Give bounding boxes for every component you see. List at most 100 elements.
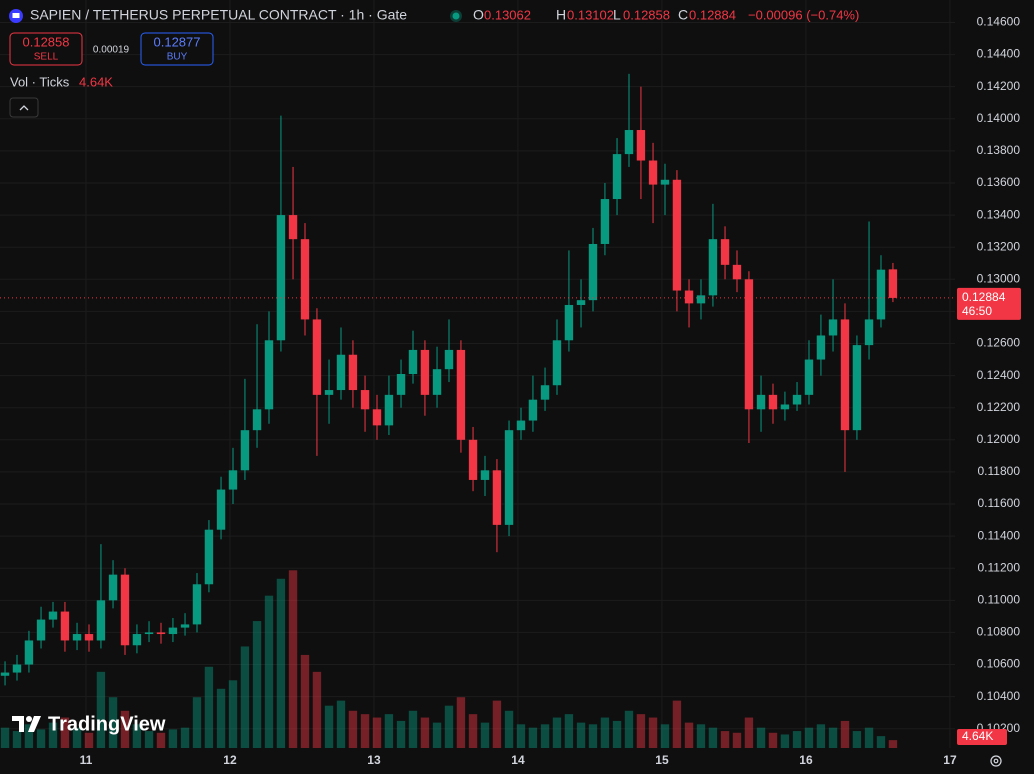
candle-body xyxy=(540,385,550,400)
candles xyxy=(0,73,898,686)
candle-body xyxy=(300,239,310,320)
settings-gear[interactable] xyxy=(990,755,1002,767)
volume-bar xyxy=(60,717,70,748)
candle-body xyxy=(420,349,430,395)
volume-bar xyxy=(684,722,694,748)
buy-button[interactable]: 0.12877 BUY xyxy=(140,32,214,66)
candle-body xyxy=(12,664,22,673)
candle-body xyxy=(888,269,898,298)
candle-body xyxy=(672,179,682,291)
volume-bar xyxy=(120,710,130,748)
volume-bar xyxy=(852,731,862,748)
candle-body xyxy=(660,179,670,185)
volume-bar xyxy=(624,710,634,748)
candle-body xyxy=(804,359,814,395)
volume-bar xyxy=(552,717,562,748)
candle-body xyxy=(36,619,46,641)
candle-body xyxy=(816,335,826,360)
y-tick-label: 0.12000 xyxy=(977,432,1021,446)
y-tick-label: 0.11400 xyxy=(978,528,1021,542)
volume-bar xyxy=(804,727,814,748)
candle-body xyxy=(840,319,850,431)
candle-body xyxy=(264,340,274,410)
ohlc-letter: L xyxy=(613,7,621,23)
y-tick-label: 0.14400 xyxy=(977,47,1021,61)
collapse-button[interactable] xyxy=(9,97,39,118)
volume-bar xyxy=(468,714,478,748)
candle-body xyxy=(84,634,94,641)
candle-body xyxy=(528,399,538,421)
volume-bar xyxy=(12,731,22,748)
buy-label[interactable]: BUY xyxy=(167,52,188,63)
logo: TradingView xyxy=(12,713,166,735)
volume-tag-value: 4.64K xyxy=(962,729,993,743)
volume-bar xyxy=(504,710,514,748)
candle-body xyxy=(216,489,226,530)
candle-body xyxy=(384,394,394,426)
buy-box[interactable] xyxy=(140,32,214,66)
candle-body xyxy=(588,243,598,301)
volume-bar xyxy=(108,697,118,748)
volume-bar xyxy=(36,729,46,748)
volume-bar xyxy=(24,724,34,748)
volume-bar xyxy=(672,700,682,748)
candle-body xyxy=(120,574,130,646)
candle-body xyxy=(756,394,766,410)
candle-body xyxy=(504,430,514,525)
collapse-box[interactable] xyxy=(9,97,39,118)
sell-button[interactable]: 0.12858 SELL xyxy=(9,32,83,66)
ohlc-letter: H xyxy=(556,7,566,23)
buy-price[interactable]: 0.12877 xyxy=(154,34,201,49)
candle-body xyxy=(492,470,502,525)
y-tick-label: 0.12400 xyxy=(977,368,1021,382)
volume-tag xyxy=(957,729,1007,745)
volume-bar xyxy=(732,732,742,748)
sell-box[interactable] xyxy=(9,32,83,66)
volume-pane xyxy=(0,570,898,748)
candle-body xyxy=(432,369,442,395)
x-tick-label: 14 xyxy=(511,753,525,767)
volume-bar xyxy=(888,740,898,748)
volume-bar xyxy=(660,724,670,748)
candle-body xyxy=(312,319,322,395)
settings-gear[interactable] xyxy=(993,758,999,764)
candle-body xyxy=(636,130,646,161)
candle-body xyxy=(372,409,382,426)
candle-body xyxy=(744,279,754,410)
volume-bar xyxy=(144,731,154,748)
candle-body xyxy=(408,349,418,374)
change: −0.00096 (−0.74%) xyxy=(748,7,859,22)
volume-bar xyxy=(0,727,10,748)
logo-text: TradingView xyxy=(48,713,166,735)
candle-body xyxy=(480,470,490,480)
candle-body xyxy=(348,354,358,391)
x-tick-label: 17 xyxy=(943,753,957,767)
price-tag xyxy=(957,287,1021,320)
sell-price[interactable]: 0.12858 xyxy=(23,34,70,49)
volume-bar xyxy=(48,722,58,748)
volume-bar xyxy=(276,578,286,748)
high-value: 0.13102 xyxy=(567,7,614,22)
sell-label[interactable]: SELL xyxy=(34,52,59,63)
candle-body xyxy=(552,340,562,386)
volume-bar xyxy=(288,570,298,748)
collapse-chevron[interactable] xyxy=(19,105,29,111)
volume-bar xyxy=(444,705,454,748)
y-tick-label: 0.13400 xyxy=(977,207,1021,221)
candle-body xyxy=(456,349,466,440)
spread: 0.00019 xyxy=(93,45,130,56)
volume-bar xyxy=(816,724,826,748)
candle-body xyxy=(144,632,154,635)
candle-body xyxy=(792,394,802,405)
y-tick-label: 0.11200 xyxy=(978,560,1021,574)
settings-button[interactable] xyxy=(990,755,1002,767)
grid xyxy=(0,0,955,748)
x-tick-label: 13 xyxy=(367,753,381,767)
candle-body xyxy=(360,390,370,410)
volume-bar xyxy=(780,734,790,748)
candle-body xyxy=(192,584,202,625)
y-tick-label: 0.11000 xyxy=(978,592,1021,606)
y-tick-label: 0.12600 xyxy=(977,336,1021,350)
logo-mark xyxy=(26,716,32,722)
